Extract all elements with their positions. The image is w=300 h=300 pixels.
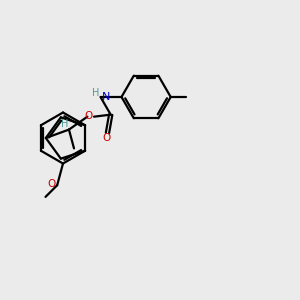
Text: O: O: [103, 134, 111, 143]
Text: O: O: [48, 179, 56, 189]
Text: H: H: [92, 88, 99, 98]
Text: H: H: [61, 119, 68, 129]
Text: O: O: [85, 111, 93, 121]
Text: N: N: [102, 92, 110, 102]
